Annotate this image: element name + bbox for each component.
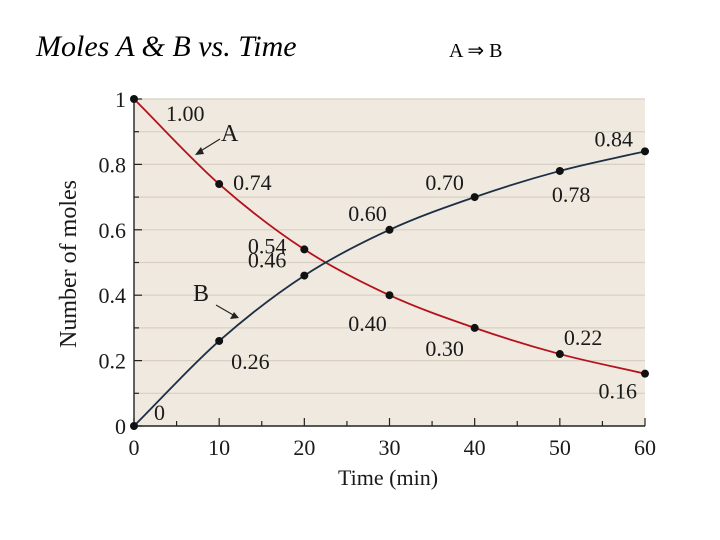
series-a-point	[130, 95, 138, 103]
series-b-point	[555, 166, 564, 175]
series-a-data-label: 0.30	[425, 336, 464, 361]
y-tick-label: 0.6	[99, 218, 127, 243]
y-tick-label: 0.2	[99, 349, 127, 374]
series-b-point	[470, 193, 479, 202]
y-axis-label: Number of moles	[56, 180, 82, 348]
series-a-point	[215, 180, 224, 189]
x-tick-label: 30	[379, 435, 401, 460]
series-a-data-label: 0.40	[348, 311, 387, 336]
series-a-point	[300, 245, 309, 254]
series-b-point	[130, 422, 138, 430]
x-axis-label: Time (min)	[338, 465, 438, 490]
y-tick-label: 0.4	[99, 283, 127, 308]
y-tick-label: 0.8	[99, 152, 127, 177]
series-a-data-label: 0.74	[233, 170, 272, 195]
x-tick-label: 50	[549, 435, 571, 460]
series-b-data-label: 0.70	[425, 170, 464, 195]
series-a-point	[385, 291, 394, 300]
series-a-data-label: 1.00	[166, 101, 205, 126]
y-tick-label: 1	[115, 87, 126, 112]
series-b-pointer-head	[230, 312, 239, 319]
series-b-point	[215, 336, 224, 345]
series-b-point	[385, 225, 394, 234]
x-tick-label: 0	[129, 435, 140, 460]
series-b-data-label: 0.78	[552, 182, 591, 207]
reaction-equation: A ⇒ B	[449, 40, 503, 62]
series-a-pointer	[198, 138, 221, 153]
series-b-data-label: 0.26	[231, 349, 270, 374]
series-a-data-label: 0.54	[248, 233, 287, 258]
x-tick-label: 20	[293, 435, 315, 460]
series-a-point	[641, 369, 649, 378]
series-b-data-label: 0.60	[348, 201, 387, 226]
series-a-point	[470, 323, 479, 332]
x-tick-label: 40	[464, 435, 486, 460]
chart-title: Moles A & B vs. Time	[36, 30, 297, 63]
x-tick-label: 60	[634, 435, 656, 460]
series-b-pointer	[215, 304, 236, 317]
series-b-point	[641, 147, 649, 156]
series-a-data-label: 0.16	[599, 379, 638, 404]
series-b-point	[300, 271, 309, 280]
y-tick-label: 0	[115, 414, 126, 439]
series-a-name-label: A	[221, 121, 239, 147]
series-a-point	[555, 350, 564, 359]
series-b-data-label: 0	[154, 400, 165, 425]
series-b-name-label: B	[193, 281, 209, 307]
series-b-data-label: 0.84	[595, 126, 634, 151]
series-a-pointer-head	[195, 147, 204, 155]
series-a-data-label: 0.22	[564, 325, 603, 350]
x-tick-label: 10	[208, 435, 230, 460]
series-b-data-label: 0.46	[248, 248, 287, 273]
